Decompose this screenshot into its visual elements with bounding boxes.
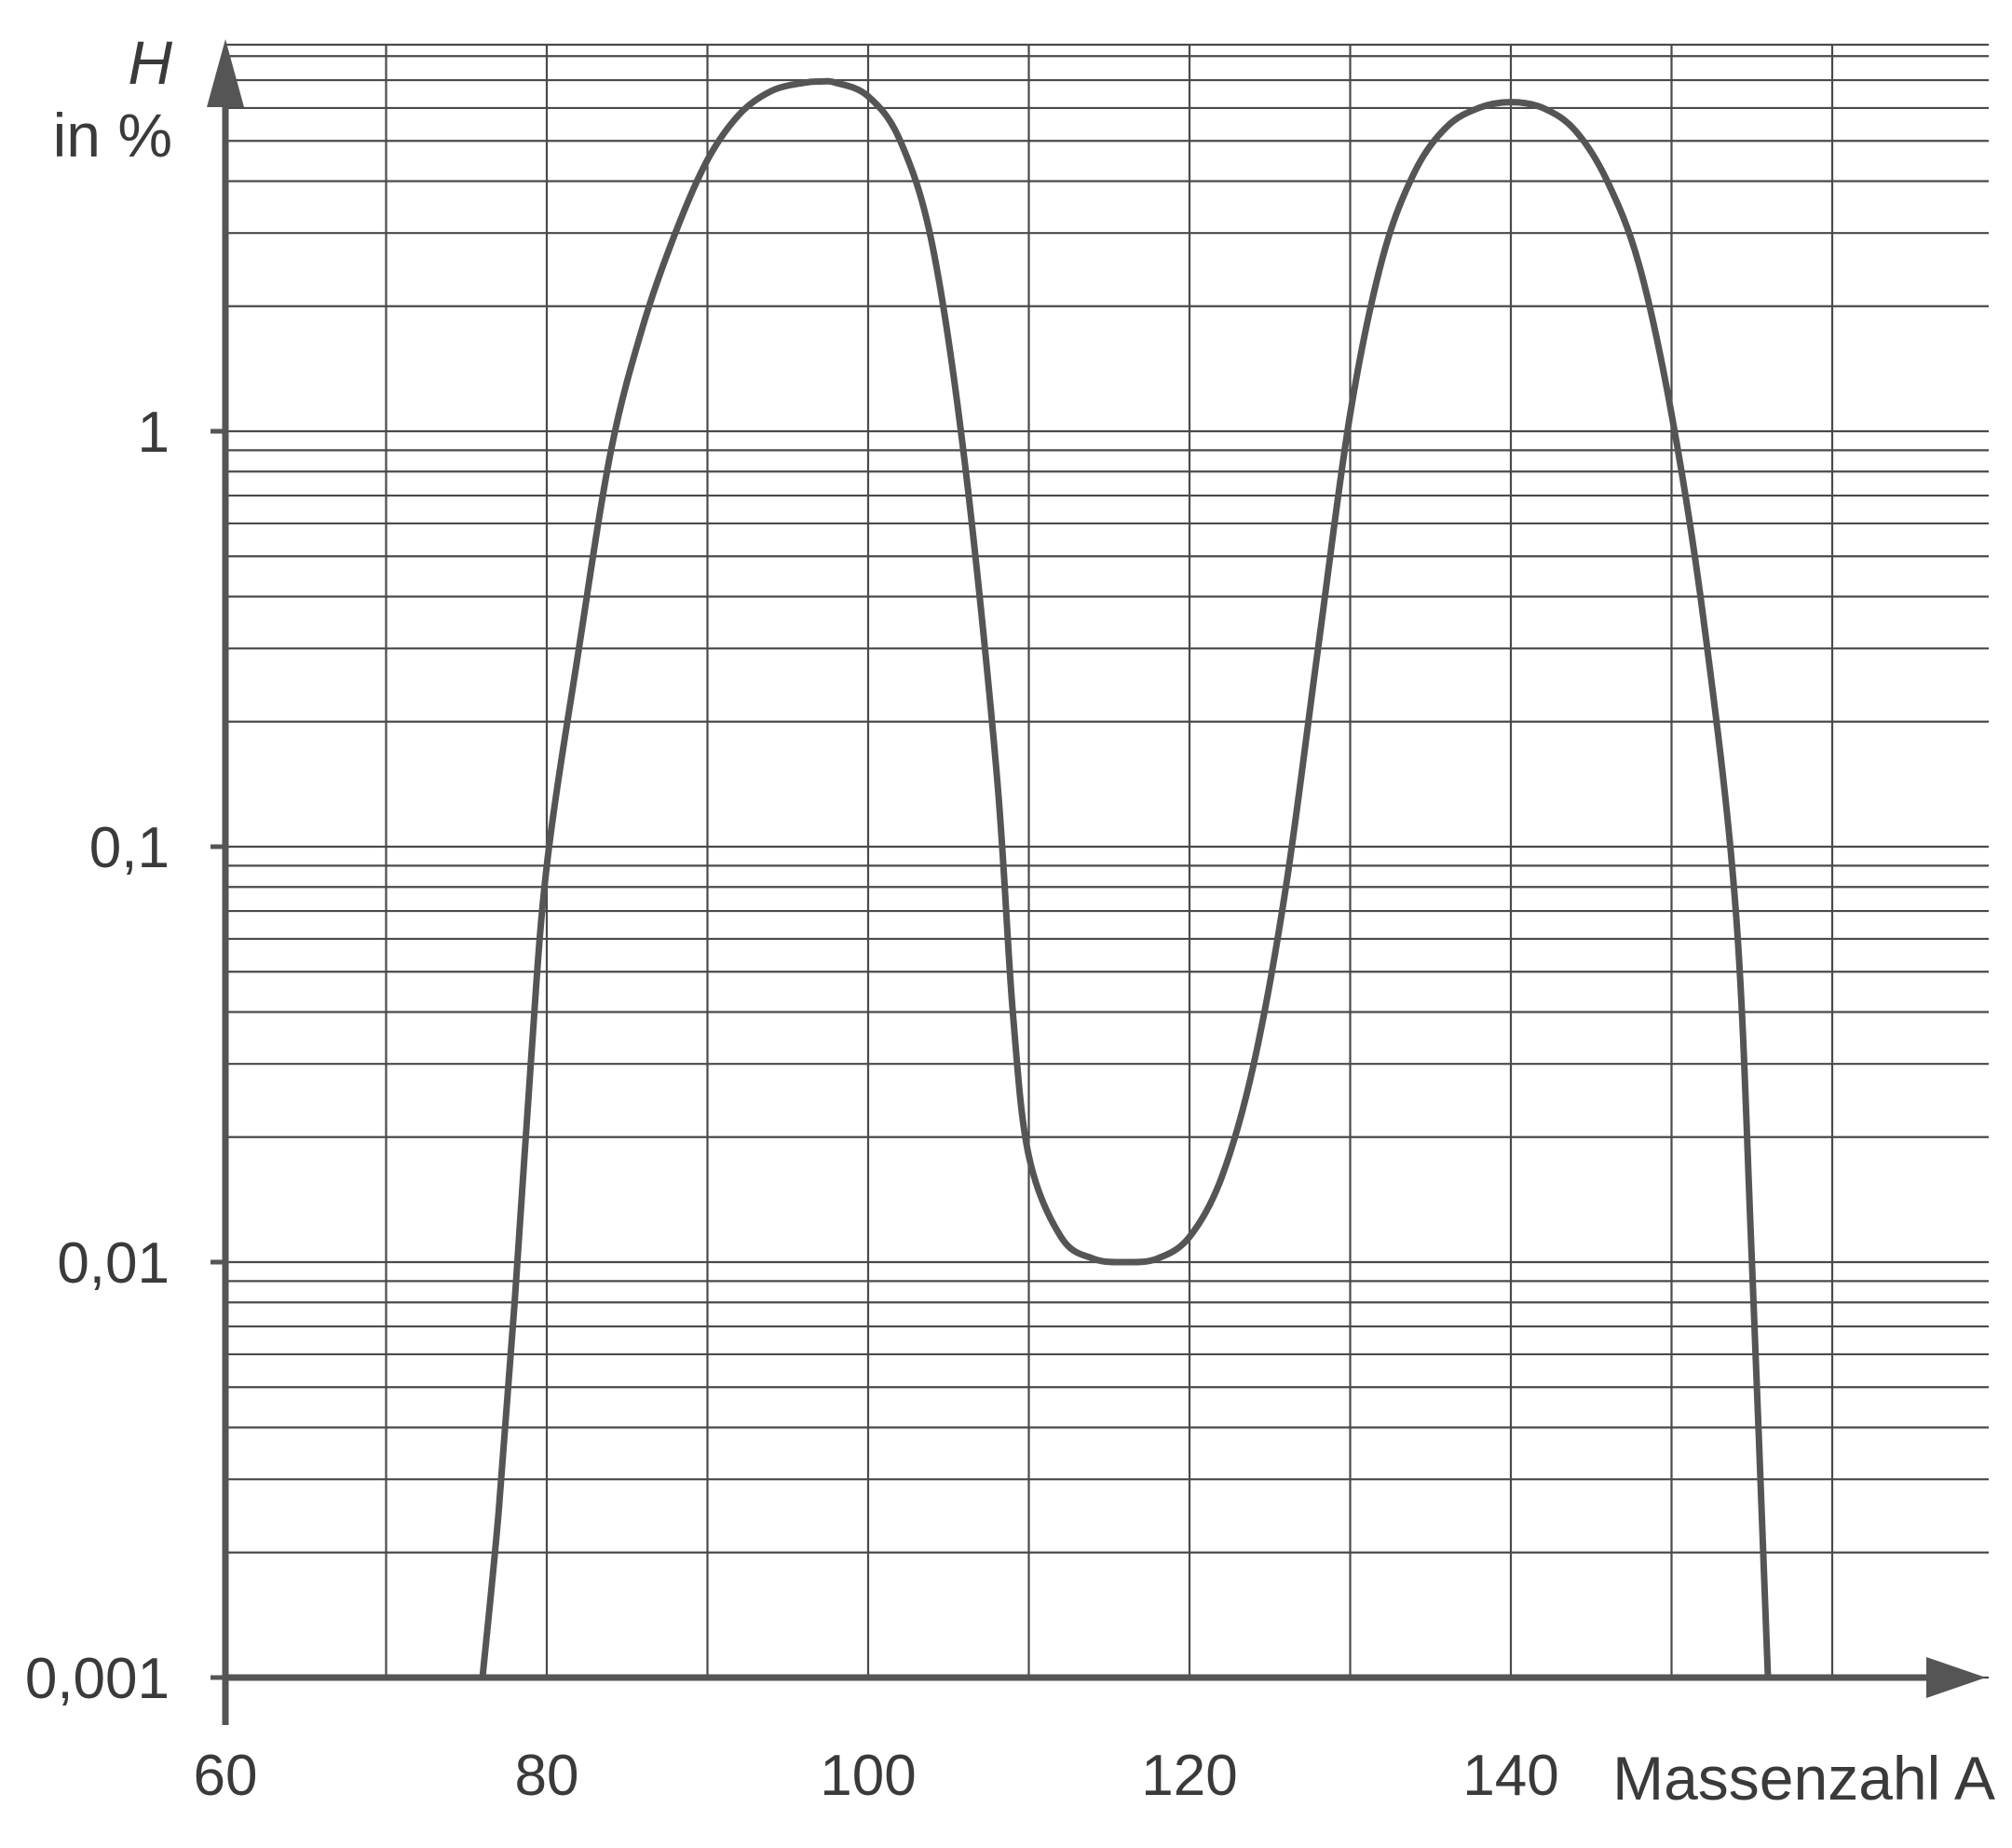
x-axis-arrowhead [1926, 1657, 1986, 1698]
y-axis-unit-label: in % [53, 101, 172, 170]
y-tick-labels: 0,001 0,01 0,1 1 [25, 401, 225, 1711]
x-tick-label: 120 [1141, 1744, 1237, 1808]
x-axis-label: Massenzahl A [1612, 1744, 1995, 1813]
x-tick-labels: 60 80 100 120 140 [194, 1744, 1559, 1808]
y-tick-label: 0,001 [25, 1647, 170, 1711]
horizontal-grid-lines [225, 43, 1989, 1679]
x-tick-label: 60 [194, 1744, 258, 1808]
x-tick-label: 140 [1462, 1744, 1558, 1808]
y-axis-label: H [128, 28, 172, 97]
y-axis-arrowhead [207, 39, 244, 107]
series-line [479, 77, 1772, 1681]
x-tick-label: 80 [515, 1744, 579, 1808]
y-tick-label: 0,1 [89, 816, 170, 880]
y-tick-label: 1 [138, 401, 170, 465]
vertical-grid-lines [385, 45, 1834, 1678]
x-tick-label: 100 [820, 1744, 916, 1808]
axes [207, 39, 1986, 1725]
y-tick-label: 0,01 [57, 1231, 170, 1296]
